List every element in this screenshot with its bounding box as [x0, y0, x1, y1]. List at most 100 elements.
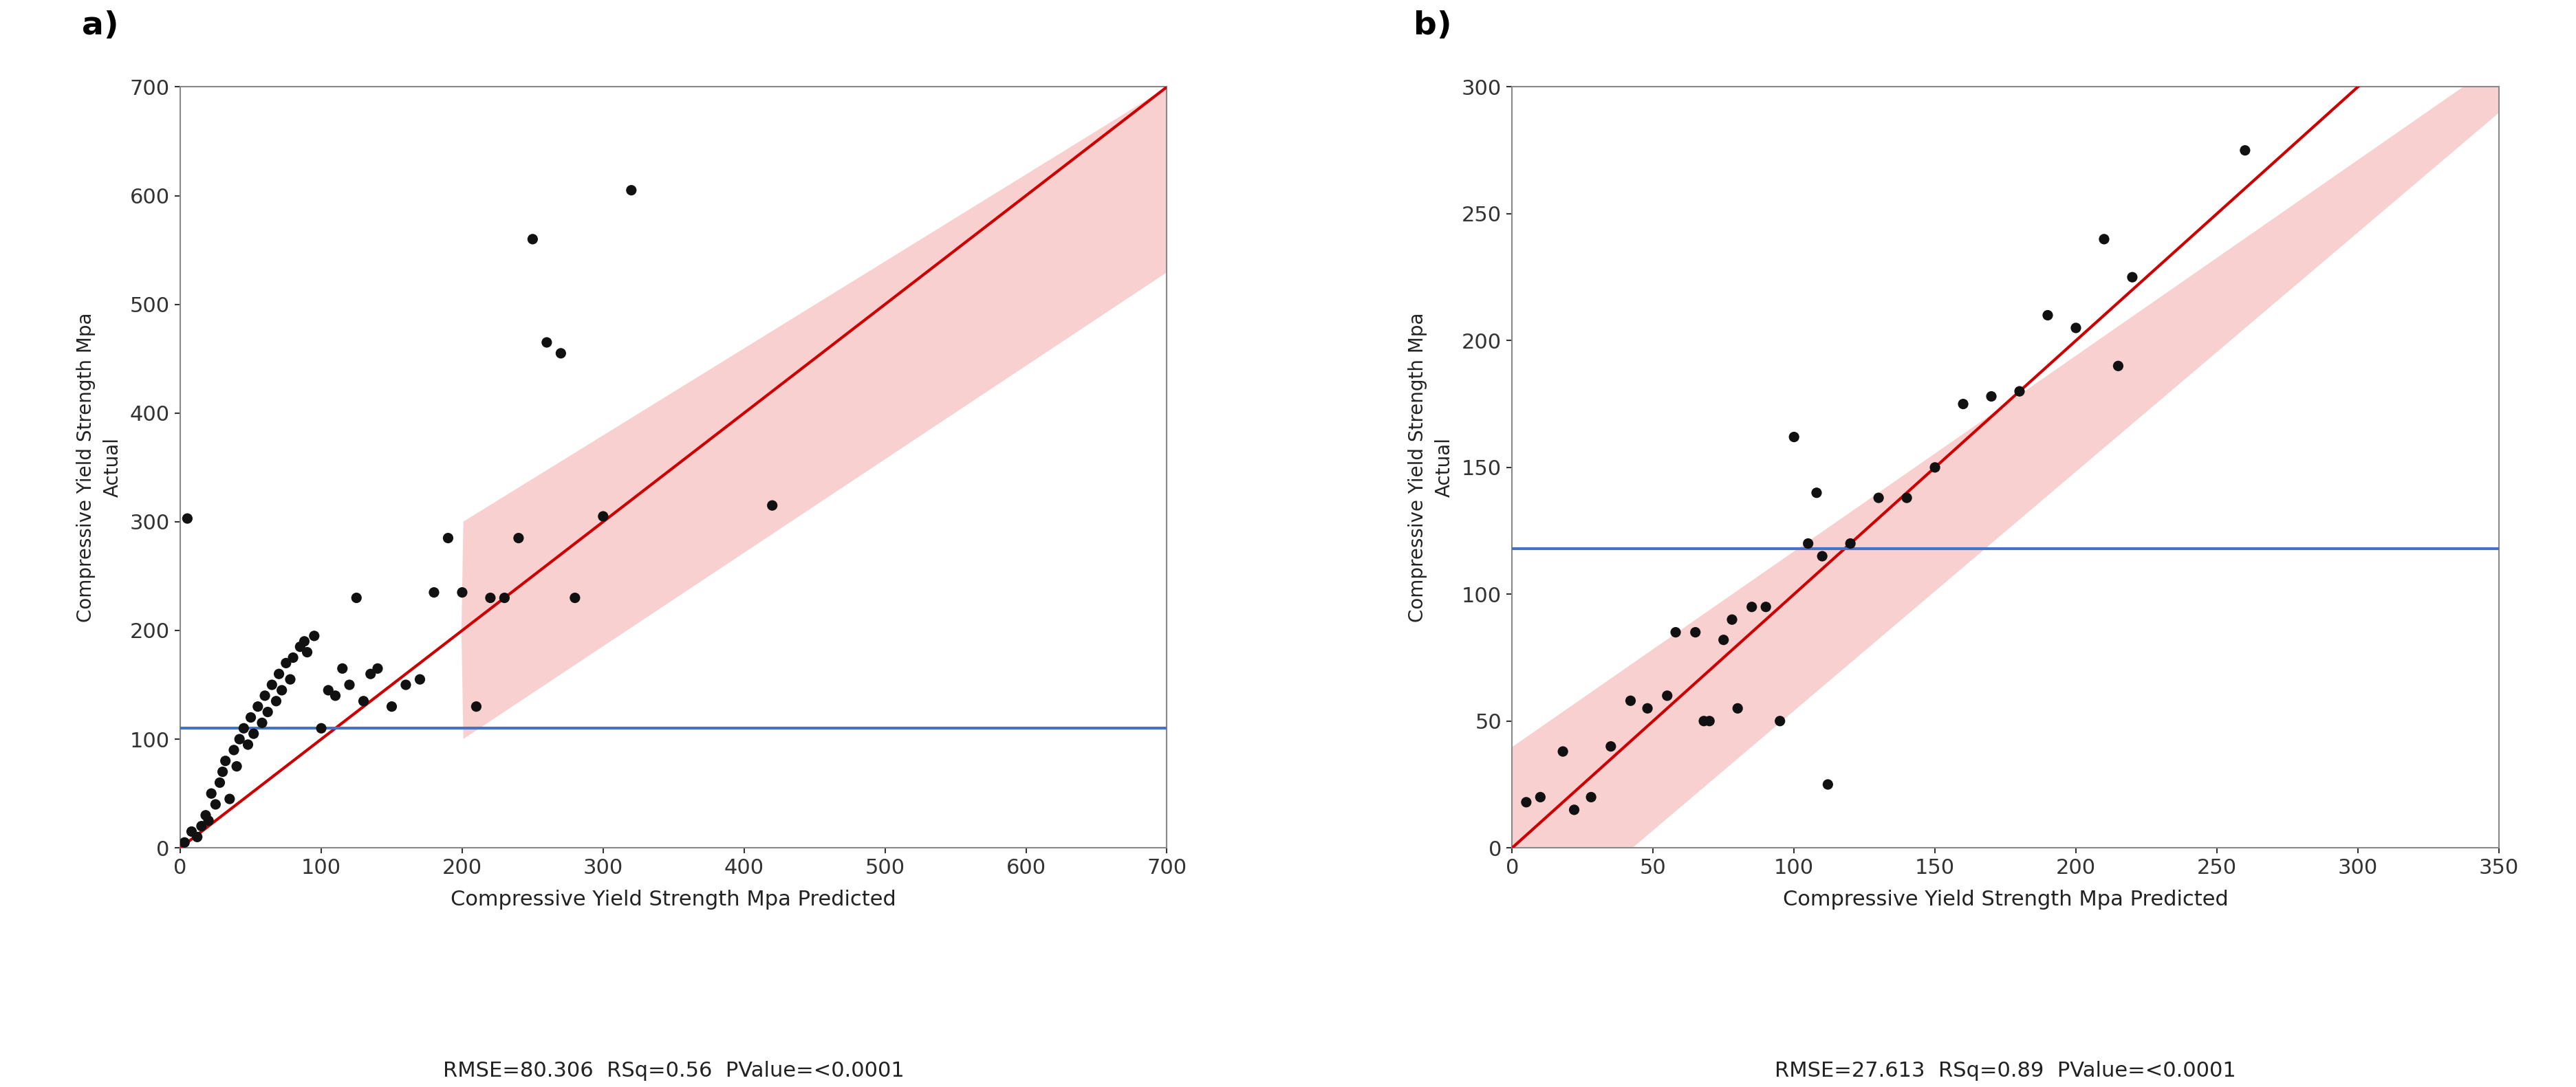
Point	[428, 529, 469, 547]
Point	[185, 807, 227, 824]
Point	[206, 752, 247, 770]
Point	[265, 654, 307, 672]
Point	[1788, 535, 1829, 552]
Point	[273, 649, 314, 666]
Point	[188, 812, 229, 829]
Point	[1999, 383, 2040, 400]
Point	[358, 660, 399, 677]
Point	[386, 676, 428, 694]
Point	[1682, 712, 1723, 729]
Point	[541, 345, 582, 362]
Point	[242, 714, 283, 732]
Point	[1718, 700, 1759, 717]
Point	[1571, 788, 1613, 805]
Point	[1703, 632, 1744, 649]
Point	[484, 589, 526, 607]
Point	[247, 703, 289, 721]
Point	[229, 709, 270, 726]
Point	[281, 638, 322, 655]
Point	[371, 698, 412, 715]
Point	[167, 510, 209, 527]
Y-axis label: Compressive Yield Strength Mpa
Actual: Compressive Yield Strength Mpa Actual	[1409, 313, 1453, 622]
Point	[1914, 459, 1955, 476]
Point	[343, 692, 384, 710]
Point	[1520, 788, 1561, 805]
Point	[2226, 141, 2267, 159]
Point	[1971, 388, 2012, 405]
Point	[196, 796, 237, 813]
Point	[260, 682, 301, 699]
Point	[1857, 489, 1899, 507]
Point	[1731, 598, 1772, 615]
Point	[170, 823, 211, 840]
Point	[1589, 738, 1631, 755]
Point	[232, 725, 273, 742]
Point	[752, 497, 793, 514]
Point	[286, 644, 327, 661]
Point	[1690, 712, 1731, 729]
Point	[214, 741, 255, 759]
Point	[219, 730, 260, 748]
Point	[1801, 548, 1842, 565]
Point	[526, 334, 567, 351]
Point	[582, 508, 623, 525]
Point	[1654, 624, 1695, 641]
Y-axis label: Compressive Yield Strength Mpa
Actual: Compressive Yield Strength Mpa Actual	[77, 313, 121, 622]
Text: RMSE=80.306  RSq=0.56  PValue=<0.0001: RMSE=80.306 RSq=0.56 PValue=<0.0001	[443, 1061, 904, 1080]
Point	[1710, 611, 1752, 628]
Point	[314, 687, 355, 704]
Point	[1829, 535, 1870, 552]
Point	[513, 230, 554, 248]
Point	[1747, 598, 1788, 615]
Point	[611, 182, 652, 199]
Point	[1942, 396, 1984, 413]
Point	[180, 817, 222, 835]
Point	[2097, 358, 2138, 375]
Point	[1674, 624, 1716, 641]
Point	[2112, 268, 2154, 286]
Point	[191, 785, 232, 802]
Point	[497, 529, 538, 547]
Point	[456, 698, 497, 715]
Text: RMSE=27.613  RSq=0.89  PValue=<0.0001: RMSE=27.613 RSq=0.89 PValue=<0.0001	[1775, 1061, 2236, 1080]
Point	[469, 589, 510, 607]
Point	[330, 676, 371, 694]
Point	[1759, 712, 1801, 729]
Point	[224, 720, 265, 737]
Point	[1610, 692, 1651, 710]
Point	[399, 671, 440, 688]
Point	[270, 671, 312, 688]
Point	[209, 790, 250, 808]
Point	[1772, 428, 1814, 446]
Point	[1504, 794, 1546, 811]
Point	[255, 692, 296, 710]
Point	[2056, 320, 2097, 337]
Point	[178, 828, 219, 846]
Point	[252, 676, 294, 694]
Point	[258, 665, 299, 683]
Point	[294, 627, 335, 645]
Point	[216, 758, 258, 775]
Point	[1795, 484, 1837, 501]
Point	[2084, 230, 2125, 248]
Point	[1543, 742, 1584, 760]
Point	[350, 665, 392, 683]
Point	[165, 834, 206, 851]
Point	[301, 720, 343, 737]
Point	[412, 584, 453, 601]
Point	[227, 736, 268, 753]
Point	[1553, 801, 1595, 819]
Point	[245, 687, 286, 704]
Point	[237, 698, 278, 715]
Point	[307, 682, 348, 699]
Point	[1646, 687, 1687, 704]
Point	[335, 589, 376, 607]
Point	[201, 763, 242, 780]
Point	[322, 660, 363, 677]
Text: a): a)	[82, 11, 118, 41]
Point	[1808, 776, 1850, 794]
Point	[440, 584, 482, 601]
X-axis label: Compressive Yield Strength Mpa Predicted: Compressive Yield Strength Mpa Predicted	[451, 890, 896, 910]
Point	[283, 633, 325, 650]
Text: b): b)	[1414, 11, 1453, 41]
